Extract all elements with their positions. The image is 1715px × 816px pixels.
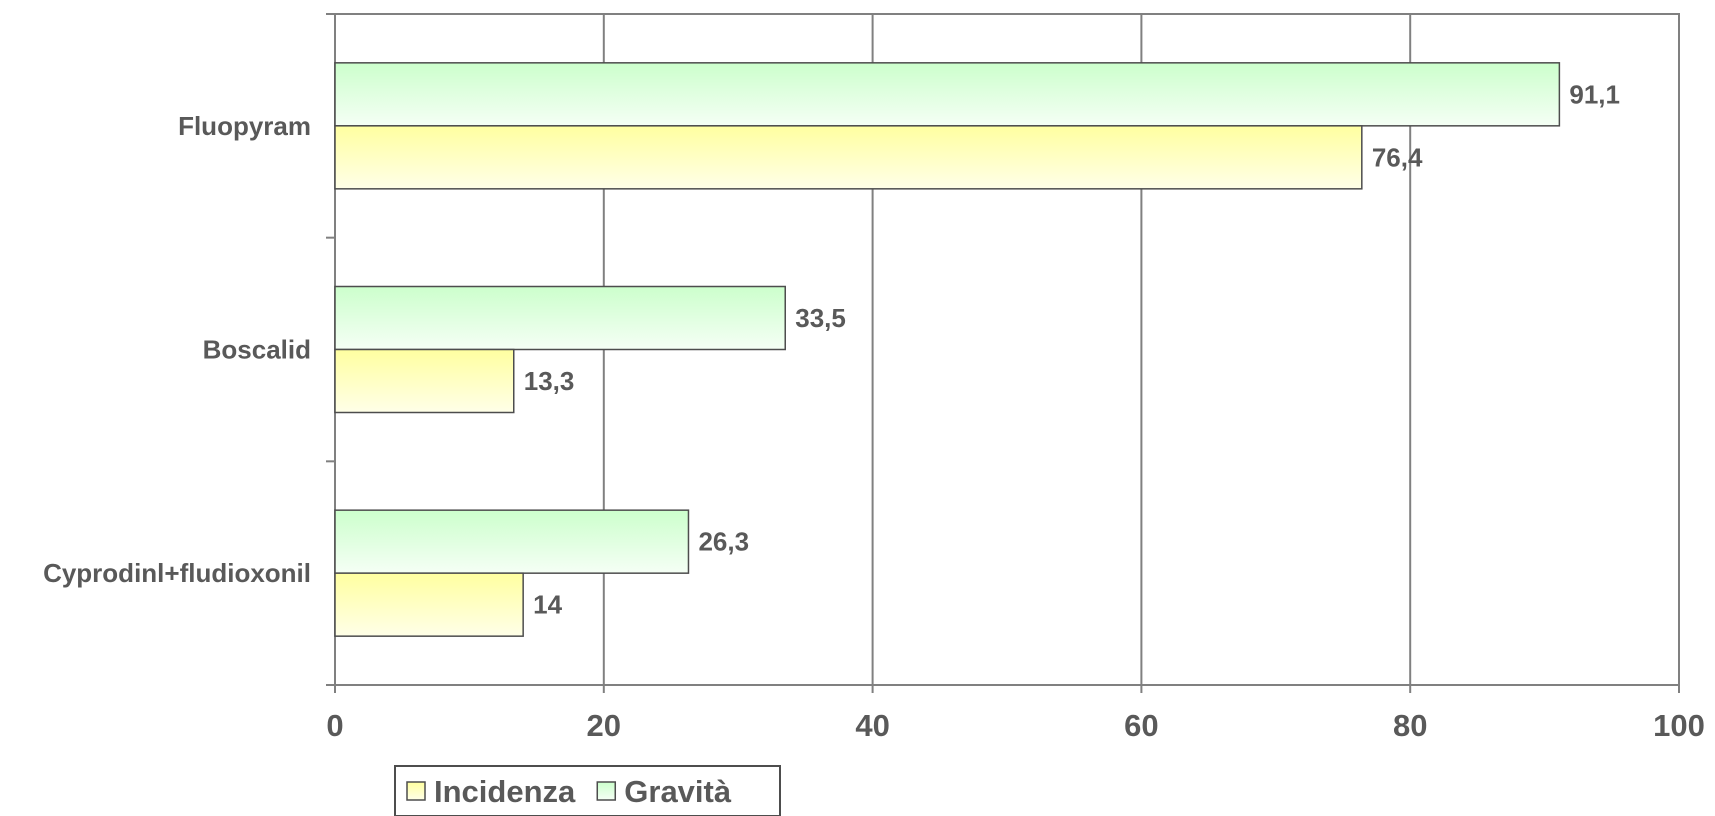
bar-incidenza-2 bbox=[334, 572, 524, 637]
x-tick-label: 40 bbox=[855, 708, 889, 743]
category-label: Cyprodinl+fludioxonil bbox=[43, 558, 311, 588]
bar-gravit--1 bbox=[334, 285, 786, 351]
axes: 0 20 40 60 80 100 Fluopyram Boscalid Cyprodinl+f… bbox=[43, 13, 1705, 743]
legend-box bbox=[394, 765, 781, 816]
bar-incidenza-1 bbox=[334, 348, 515, 414]
x-tick-label: 80 bbox=[1393, 708, 1427, 743]
data-label: 26,3 bbox=[698, 527, 749, 557]
x-tick-label: 100 bbox=[1653, 708, 1705, 743]
legend-swatch bbox=[406, 781, 426, 801]
bar-incidenza-0 bbox=[334, 125, 1363, 190]
legend: Incidenza Gravità bbox=[394, 765, 781, 816]
data-label: 14 bbox=[533, 590, 562, 620]
legend-swatch bbox=[596, 781, 617, 801]
data-label: 13,3 bbox=[524, 366, 575, 396]
data-label: 91,1 bbox=[1569, 79, 1620, 109]
legend-entry-label: Gravità bbox=[624, 774, 732, 809]
category-label: Boscalid bbox=[203, 335, 311, 365]
data-label: 33,5 bbox=[795, 303, 846, 333]
x-tick-label: 20 bbox=[587, 708, 621, 743]
data-labels: 91,1 76,4 33,5 13,3 26,3 14 bbox=[524, 79, 1620, 619]
x-tick-label: 0 bbox=[326, 708, 343, 743]
bar-gravit--0 bbox=[334, 62, 1561, 127]
x-tick-label: 60 bbox=[1124, 708, 1158, 743]
legend-entry-label: Incidenza bbox=[434, 774, 576, 809]
bar-gravit--2 bbox=[334, 509, 690, 574]
data-label: 76,4 bbox=[1372, 142, 1423, 172]
category-label: Fluopyram bbox=[178, 111, 311, 141]
bars bbox=[334, 62, 1561, 637]
